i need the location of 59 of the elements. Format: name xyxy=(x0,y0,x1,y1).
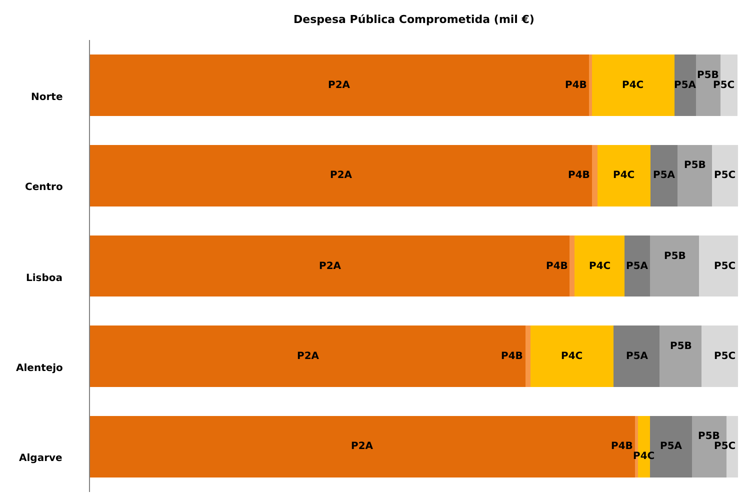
text: P2A xyxy=(330,170,352,181)
text: P4C xyxy=(561,351,583,362)
text: P2A xyxy=(328,80,350,91)
text: P4C xyxy=(589,261,611,272)
text: P4C xyxy=(622,80,644,91)
text: P5A xyxy=(626,261,648,272)
bar xyxy=(90,326,526,388)
bar xyxy=(592,54,674,116)
text: P5A xyxy=(653,170,676,181)
bar xyxy=(699,235,738,297)
text: P5C xyxy=(714,170,736,181)
bar xyxy=(660,326,702,388)
text: P5B xyxy=(664,251,686,262)
bar xyxy=(592,144,598,206)
text: P4C xyxy=(613,170,635,181)
bar xyxy=(650,144,678,206)
y-tick-label: Centro xyxy=(25,182,63,193)
text: P4B xyxy=(501,351,523,362)
y-tick-label: Lisboa xyxy=(26,273,63,284)
text: P5B xyxy=(670,341,692,352)
text: P2A xyxy=(297,351,320,362)
text: P4B xyxy=(568,170,590,181)
bar xyxy=(597,144,651,206)
text: P5B xyxy=(698,431,720,442)
text: P5A xyxy=(660,441,682,452)
text: P5C xyxy=(713,80,735,91)
bar xyxy=(570,235,575,297)
y-tick-label: Alentejo xyxy=(16,363,64,374)
bar xyxy=(90,54,589,116)
series-label: P2A xyxy=(319,261,342,272)
text: P2A xyxy=(351,441,374,452)
bar xyxy=(588,54,592,116)
bar xyxy=(525,326,531,388)
bar xyxy=(624,235,650,297)
series-label: P4B xyxy=(546,261,568,272)
bar xyxy=(90,235,570,297)
bar xyxy=(702,326,738,388)
bar xyxy=(90,416,635,478)
series-label: P5C xyxy=(714,441,736,452)
series-label: P4C xyxy=(633,451,655,462)
text: P4B xyxy=(565,80,587,91)
chart-title: Despesa Pública Comprometida (mil €) xyxy=(294,12,534,26)
bar xyxy=(678,144,712,206)
bar xyxy=(90,144,592,206)
text: P4B xyxy=(611,441,633,452)
series-label: P5A xyxy=(674,80,696,91)
bar xyxy=(712,144,738,206)
y-tick-label: Norte xyxy=(31,92,63,103)
y-tick-label: Algarve xyxy=(19,453,63,464)
bar xyxy=(674,54,696,116)
series-label: P5B xyxy=(697,70,719,81)
bar xyxy=(650,235,700,297)
bar xyxy=(530,326,614,388)
text: P5A xyxy=(626,351,648,362)
bar xyxy=(614,326,660,388)
text: P5C xyxy=(714,261,736,272)
text: P5B xyxy=(684,160,706,171)
bar xyxy=(574,235,625,297)
text: P5C xyxy=(714,351,736,362)
